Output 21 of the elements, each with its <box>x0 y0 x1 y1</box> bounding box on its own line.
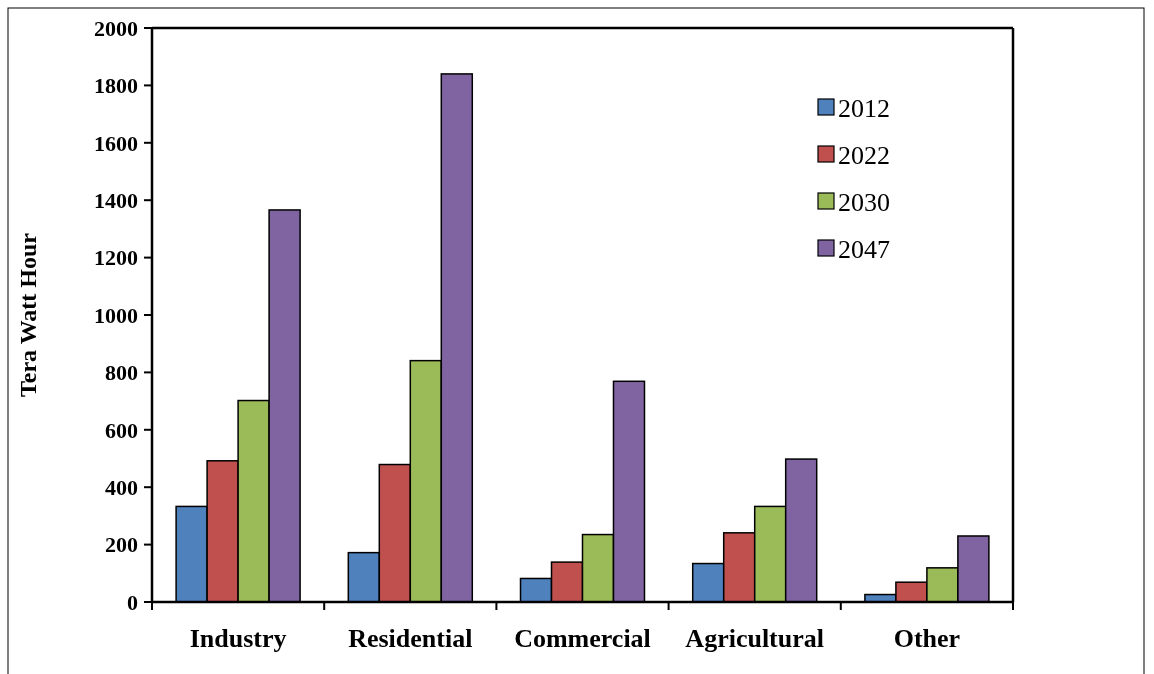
y-tick-label: 1600 <box>94 130 138 156</box>
legend-label: 2012 <box>838 94 890 124</box>
y-axis-title: Tera Watt Hour <box>15 232 41 398</box>
legend-label: 2047 <box>838 235 890 265</box>
y-tick-label: 1800 <box>94 73 138 99</box>
y-tick-label: 1000 <box>94 302 138 328</box>
y-tick-label: 200 <box>105 532 138 558</box>
x-tick-label: Commercial <box>514 624 651 653</box>
y-tick-label: 1200 <box>94 245 138 271</box>
y-tick-label: 0 <box>127 589 138 615</box>
y-tick-label: 1400 <box>94 187 138 213</box>
legend-label: 2022 <box>838 141 890 171</box>
x-tick-label: Industry <box>189 624 287 653</box>
y-tick-label: 600 <box>105 417 138 443</box>
y-tick-label: 800 <box>105 360 138 386</box>
x-tick-label: Other <box>893 624 961 653</box>
x-tick-label: Residential <box>348 624 473 653</box>
legend-label: 2030 <box>838 188 890 218</box>
x-tick-label: Agricultural <box>685 624 825 653</box>
y-tick-label: 400 <box>105 474 138 500</box>
y-tick-label: 2000 <box>94 15 138 41</box>
